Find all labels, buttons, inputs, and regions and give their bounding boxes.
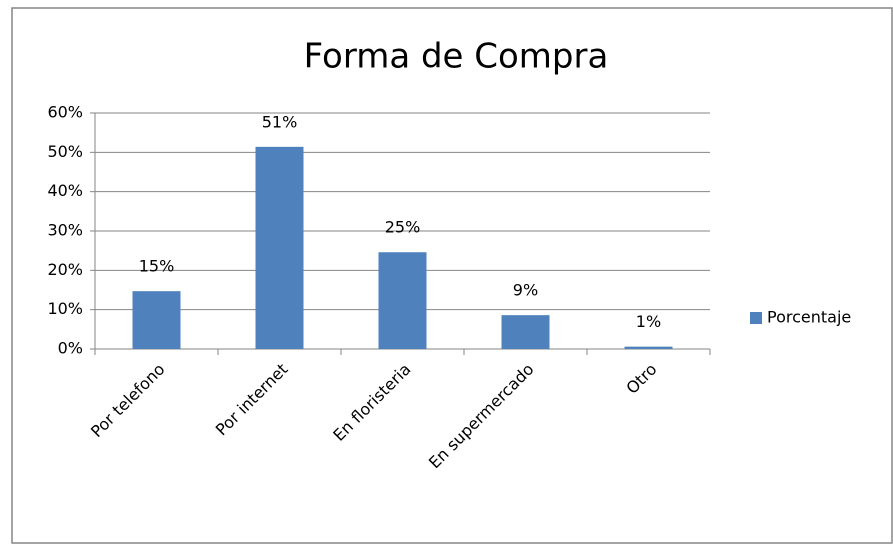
y-tick-label: 50% — [47, 142, 83, 161]
bar — [132, 291, 181, 349]
bar — [378, 252, 427, 349]
data-label: 15% — [139, 257, 175, 276]
bar — [624, 346, 673, 349]
chart-title: Forma de Compra — [304, 37, 609, 77]
y-tick-label: 0% — [58, 339, 83, 358]
bar — [255, 146, 304, 349]
y-tick-label: 30% — [47, 221, 83, 240]
y-tick-label: 60% — [47, 103, 83, 122]
y-tick-label: 40% — [47, 181, 83, 200]
bar — [501, 315, 550, 349]
legend-label: Porcentaje — [767, 308, 851, 327]
legend-swatch — [750, 312, 762, 324]
data-label: 51% — [262, 112, 298, 131]
y-tick-label: 10% — [47, 299, 83, 318]
data-label: 25% — [385, 218, 421, 237]
data-label: 1% — [636, 312, 661, 331]
data-label: 9% — [513, 281, 538, 300]
y-tick-label: 20% — [47, 260, 83, 279]
chart-frame — [11, 7, 893, 544]
